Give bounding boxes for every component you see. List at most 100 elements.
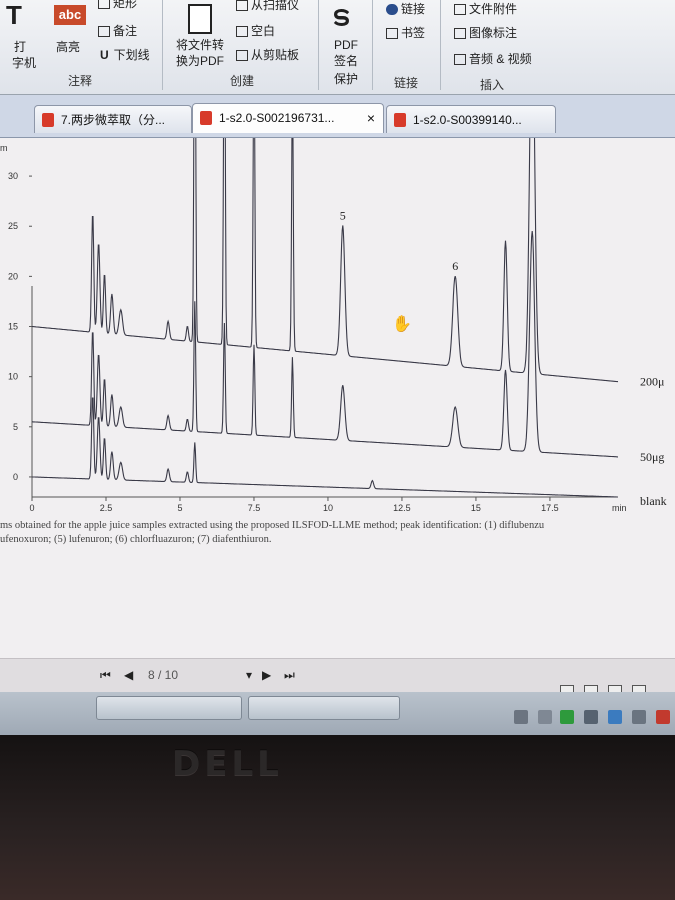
y-tick-label: 15 (8, 322, 18, 332)
tab-label: 1-s2.0-S002196731... (219, 111, 335, 125)
underline-button[interactable]: U 下划线 (100, 48, 150, 62)
clipboard-icon (236, 50, 248, 61)
from-clipboard-button[interactable]: 从剪贴板 (236, 48, 299, 62)
highlight-button[interactable]: 高亮 (56, 40, 81, 54)
x-tick-label: 12.5 (393, 503, 411, 513)
taskbar-app-button-2[interactable] (248, 696, 400, 720)
create-group-label: 创建 (230, 74, 255, 88)
annotate-group-label: 注释 (68, 74, 93, 88)
tab-document-3[interactable]: 1-s2.0-S00399140... (386, 105, 556, 133)
windows-taskbar (0, 692, 675, 735)
y-tick-label: 10 (8, 372, 18, 382)
figure-caption-line-2: ufenoxuron; (5) lufenuron; (6) chlorflua… (0, 534, 272, 545)
x-tick-label: 7.5 (248, 503, 261, 513)
page-number-field[interactable]: 8 / 10 (148, 668, 179, 682)
pdf-file-icon (394, 113, 406, 127)
y-tick-label: 20 (8, 271, 18, 281)
tab-document-2[interactable]: 1-s2.0-S002196731... × (192, 103, 384, 133)
x-tick-label: 0 (29, 503, 34, 513)
blank-page-button[interactable]: 空白 (236, 24, 275, 38)
y-tick-label: 25 (8, 221, 18, 231)
typewriter-button-top[interactable]: 打 (14, 40, 27, 54)
y-tick-label: 0 (13, 472, 18, 482)
laptop-bezel: DELL (0, 735, 675, 900)
screen: T 打 字机 abc 高亮 矩形 备注 U 下划线 注释 将文件转 换为PDF 从… (0, 0, 675, 735)
close-tab-icon[interactable]: × (366, 110, 375, 126)
page-navigation-bar: ⏮ ◀ 8 / 10 ▾ ▶ ⏭ (0, 658, 675, 697)
tab-label: 1-s2.0-S00399140... (413, 113, 522, 127)
ribbon-toolbar: T 打 字机 abc 高亮 矩形 备注 U 下划线 注释 将文件转 换为PDF 从… (0, 0, 675, 95)
typewriter-icon[interactable]: T (6, 0, 22, 30)
image-icon (454, 28, 466, 39)
last-page-icon[interactable]: ⏭ (284, 668, 295, 682)
rectangle-button[interactable]: 矩形 (98, 0, 137, 10)
tray-icon[interactable] (656, 710, 670, 724)
previous-page-icon[interactable]: ◀ (124, 668, 134, 682)
x-axis-label: min (612, 503, 627, 513)
underline-icon: U (100, 48, 109, 62)
next-page-icon[interactable]: ▶ (262, 668, 272, 682)
tray-icon[interactable] (538, 710, 552, 724)
x-tick-label: 17.5 (541, 503, 559, 513)
link-icon (386, 4, 398, 15)
series-label: 50μg (640, 450, 664, 464)
series-label: blank (640, 494, 667, 508)
x-tick-label: 15 (471, 503, 481, 513)
tab-label: 7.两步微萃取（分... (61, 113, 166, 127)
tray-icon[interactable] (514, 710, 528, 724)
protect-group-label: 保护 (334, 72, 359, 86)
pdf-file-icon (200, 111, 212, 125)
page-dropdown-icon[interactable]: ▾ (246, 668, 253, 682)
pdf-sign-icon[interactable]: ട (332, 0, 349, 31)
tab-document-1[interactable]: 7.两步微萃取（分... (34, 105, 192, 133)
pdf-sign-line1[interactable]: PDF (334, 38, 358, 52)
y-tick-label: 30 (8, 171, 18, 181)
chart-labels: 1234567200μ50μgblank (340, 208, 667, 508)
convert-pdf-icon[interactable] (188, 4, 212, 34)
bookmark-icon (386, 28, 398, 39)
from-scanner-button[interactable]: 从扫描仪 (236, 0, 299, 12)
pdf-file-icon (42, 113, 54, 127)
x-tick-label: 5 (177, 503, 182, 513)
hand-cursor-icon: ✋ (392, 316, 412, 333)
video-icon (454, 54, 466, 65)
trace-blank (31, 397, 618, 498)
x-tick-label: 2.5 (100, 503, 113, 513)
peak-label: 5 (340, 208, 346, 222)
first-page-icon[interactable]: ⏮ (100, 668, 111, 682)
dell-logo: DELL (172, 744, 283, 784)
note-button[interactable]: 备注 (98, 24, 137, 38)
document-tabs: 7.两步微萃取（分... 1-s2.0-S002196731... × 1-s2… (0, 95, 675, 138)
image-annotation-button[interactable]: 图像标注 (454, 26, 517, 40)
note-icon (98, 26, 110, 37)
scanner-icon (236, 0, 248, 11)
chart-traces (31, 138, 619, 498)
audio-video-button[interactable]: 音频 & 视频 (454, 52, 532, 66)
series-label: 200μ (640, 375, 664, 389)
blank-page-icon (236, 26, 248, 37)
figure-caption-line-1: ms obtained for the apple juice samples … (0, 520, 545, 531)
y-axis-label: m (0, 143, 8, 153)
tray-icon[interactable] (608, 710, 622, 724)
convert-to-pdf-line2[interactable]: 换为PDF (176, 54, 225, 68)
taskbar-app-button-1[interactable] (96, 696, 242, 720)
insert-group-label: 插入 (480, 78, 505, 92)
pdf-sign-line2[interactable]: 签名 (334, 54, 359, 68)
trace-200 (31, 138, 619, 383)
attachment-icon (454, 4, 466, 15)
link-button[interactable]: 链接 (386, 2, 425, 16)
file-attachment-button[interactable]: 文件附件 (454, 2, 517, 16)
convert-to-pdf-line1[interactable]: 将文件转 (176, 38, 225, 52)
highlight-icon[interactable]: abc (54, 5, 86, 25)
typewriter-button-bottom[interactable]: 字机 (12, 56, 37, 70)
tray-icon[interactable] (560, 710, 574, 724)
tray-icon[interactable] (632, 710, 646, 724)
bookmark-button[interactable]: 书签 (386, 26, 425, 40)
link-group-label: 链接 (394, 76, 419, 90)
trace-50g (32, 231, 618, 458)
rectangle-icon (98, 0, 110, 9)
peak-label: 6 (452, 259, 458, 273)
tray-icon[interactable] (584, 710, 598, 724)
